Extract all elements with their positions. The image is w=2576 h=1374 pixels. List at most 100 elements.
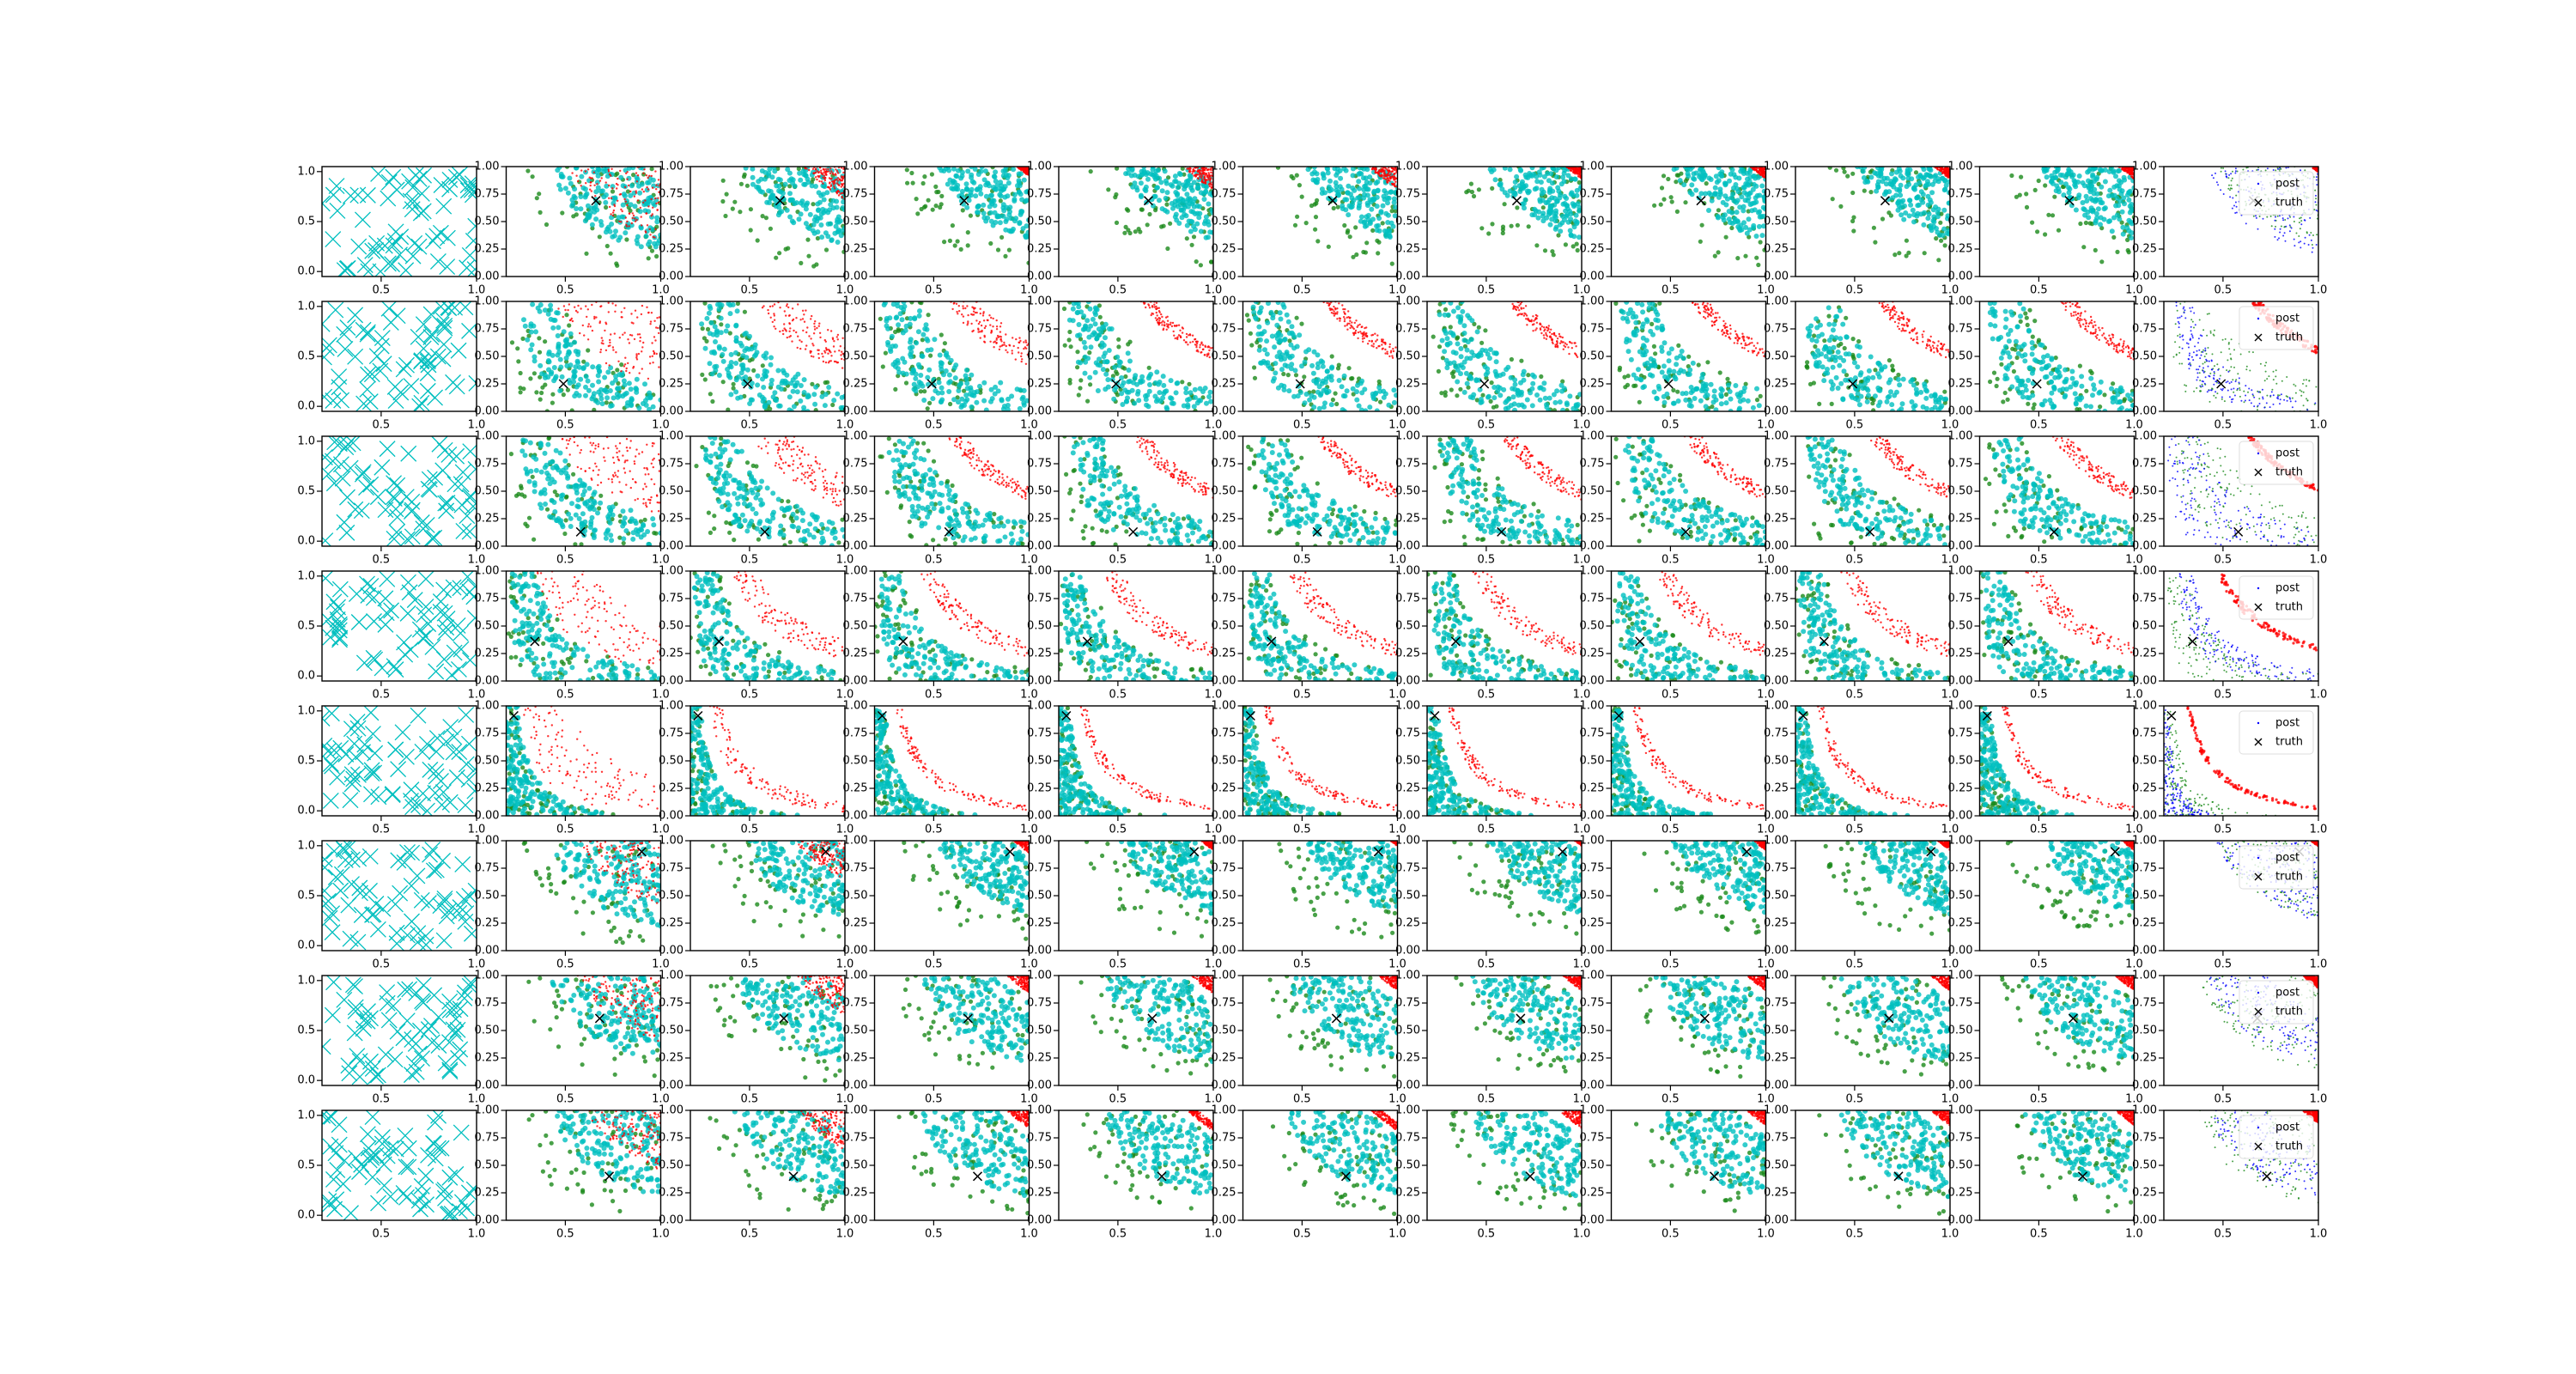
sample-point [1362, 192, 1367, 198]
sample-point [562, 343, 568, 349]
sample-point [2105, 193, 2111, 199]
sample-point [645, 212, 647, 215]
sample-point [1543, 200, 1549, 206]
sample-point [611, 346, 615, 349]
sample-point [1187, 173, 1193, 179]
sample-point [710, 398, 715, 404]
sample-point [1392, 167, 1395, 170]
sample-point [611, 233, 617, 239]
sample-point [635, 176, 641, 182]
sample-point [653, 236, 656, 239]
sample-point [1024, 341, 1028, 344]
sample-point [803, 172, 808, 178]
sample-point [635, 192, 638, 194]
sample-point [576, 392, 582, 398]
sample-point [895, 357, 901, 363]
sample-point [1020, 226, 1026, 232]
sample-point [836, 172, 840, 174]
sample-point [2081, 245, 2087, 250]
sample-point [833, 340, 835, 343]
sample-point [1515, 222, 1520, 228]
sample-point [1734, 210, 1740, 216]
sample-point [574, 167, 580, 171]
sample-point [609, 338, 611, 342]
sample-point [1191, 204, 1197, 210]
sample-point [1210, 210, 1213, 216]
sample-point [603, 192, 609, 198]
truth-marker [1511, 196, 1522, 206]
y-tick-label: 0.00 [1395, 271, 1420, 283]
sample-point [969, 404, 975, 410]
sample-point [1133, 229, 1138, 234]
sample-point [1335, 204, 1340, 210]
sample-point [1130, 184, 1136, 190]
sample-point [1017, 220, 1023, 226]
sample-point [657, 197, 659, 199]
sample-point [1913, 170, 1919, 175]
y-tick-label: 0.25 [659, 378, 683, 391]
sample-point [2278, 237, 2280, 240]
sample-point [1896, 167, 1902, 172]
sample-point [841, 192, 844, 194]
sample-point [628, 202, 634, 208]
sample-point [639, 206, 641, 210]
sample-point [1762, 206, 1766, 212]
sample-point [772, 197, 778, 203]
sample-point [2309, 216, 2312, 219]
sample-point [596, 363, 602, 369]
sample-point [1536, 169, 1542, 175]
sample-point [773, 303, 776, 306]
sample-point [1012, 198, 1018, 204]
sample-point [999, 234, 1005, 240]
sample-point [620, 221, 623, 223]
prior-marker [342, 187, 359, 204]
sample-point [797, 303, 799, 306]
sample-point [1371, 188, 1377, 194]
sample-point [723, 328, 729, 334]
sample-point [648, 362, 652, 365]
y-tick-label: 1.0 [297, 165, 315, 178]
sample-point [1512, 179, 1518, 185]
sample-point [623, 331, 626, 334]
sample-point [629, 222, 635, 228]
sample-point [625, 172, 628, 175]
sample-point [615, 351, 617, 354]
sample-point [647, 176, 649, 179]
sample-point [1534, 243, 1540, 248]
sample-point [555, 167, 561, 173]
sample-point [822, 182, 824, 185]
sample-point [1556, 167, 1562, 171]
sample-point [561, 392, 566, 398]
sample-point [509, 340, 515, 345]
sample-point [1899, 212, 1905, 218]
sample-point [728, 360, 734, 365]
sample-point [1303, 221, 1309, 226]
sample-point [636, 199, 640, 202]
sample-point [801, 318, 805, 320]
y-tick-label: 0.50 [475, 350, 500, 363]
sample-point [2019, 174, 2024, 179]
sample-point [893, 386, 898, 392]
sample-point [810, 355, 813, 357]
sample-point [1537, 198, 1543, 204]
sample-point [615, 386, 621, 392]
sample-point [658, 232, 661, 238]
sample-point [957, 305, 961, 307]
sample-point [1938, 168, 1941, 171]
sample-point [838, 233, 844, 239]
sample-point [927, 400, 933, 405]
sample-point [814, 262, 819, 267]
sample-point [1191, 179, 1197, 185]
y-tick-label: 0.25 [475, 243, 500, 256]
sample-point [1114, 220, 1120, 225]
sample-point [834, 198, 840, 204]
sample-point [642, 201, 645, 204]
prior-marker [445, 374, 462, 391]
sample-point [766, 399, 772, 405]
sample-point [1490, 185, 1495, 191]
sample-point [700, 372, 705, 377]
sample-point [835, 362, 839, 364]
sample-point [1315, 198, 1320, 203]
sample-point [572, 393, 578, 399]
sample-point [1895, 199, 1901, 205]
